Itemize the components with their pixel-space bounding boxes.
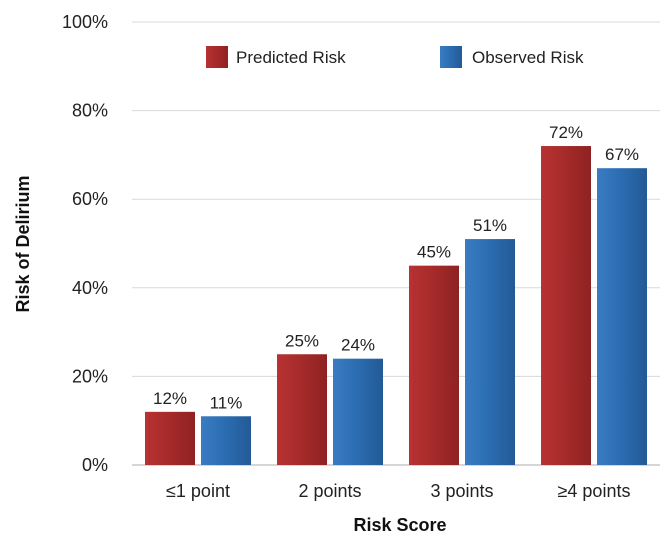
- y-tick-label: 80%: [72, 101, 108, 121]
- bars: [145, 146, 647, 466]
- y-tick-label: 100%: [62, 12, 108, 32]
- x-tick-label: ≤1 point: [166, 481, 230, 501]
- x-tick-label: 2 points: [298, 481, 361, 501]
- legend-swatch-predicted: [206, 46, 228, 68]
- x-axis-ticks: ≤1 point 2 points 3 points ≥4 points: [166, 481, 630, 501]
- y-axis-ticks: 0% 20% 40% 60% 80% 100%: [62, 12, 108, 475]
- data-label: 72%: [549, 123, 583, 142]
- data-label: 24%: [341, 336, 375, 355]
- bar-predicted: [277, 354, 327, 465]
- data-label: 51%: [473, 216, 507, 235]
- data-label: 67%: [605, 145, 639, 164]
- y-tick-label: 20%: [72, 366, 108, 386]
- x-tick-label: 3 points: [430, 481, 493, 501]
- bar-observed: [201, 416, 251, 465]
- y-tick-label: 40%: [72, 278, 108, 298]
- data-labels: 12% 11% 25% 24% 45% 51% 72% 67%: [153, 123, 639, 412]
- data-label: 11%: [210, 393, 243, 412]
- bar-observed: [597, 168, 647, 465]
- legend-swatch-observed: [440, 46, 462, 68]
- data-label: 25%: [285, 331, 319, 350]
- bar-predicted: [541, 146, 591, 466]
- x-tick-label: ≥4 points: [558, 481, 631, 501]
- legend-label: Observed Risk: [472, 48, 584, 67]
- y-tick-label: 0%: [82, 455, 108, 475]
- legend: Predicted Risk Observed Risk: [206, 46, 584, 68]
- y-axis-title: Risk of Delirium: [13, 175, 33, 312]
- bar-observed: [465, 239, 515, 465]
- x-axis-title: Risk Score: [353, 515, 446, 535]
- data-label: 45%: [417, 243, 451, 262]
- bar-observed: [333, 358, 383, 465]
- legend-label: Predicted Risk: [236, 48, 346, 67]
- bar-predicted: [409, 265, 459, 465]
- bar-predicted: [145, 411, 195, 465]
- data-label: 12%: [153, 389, 187, 408]
- y-tick-label: 60%: [72, 189, 108, 209]
